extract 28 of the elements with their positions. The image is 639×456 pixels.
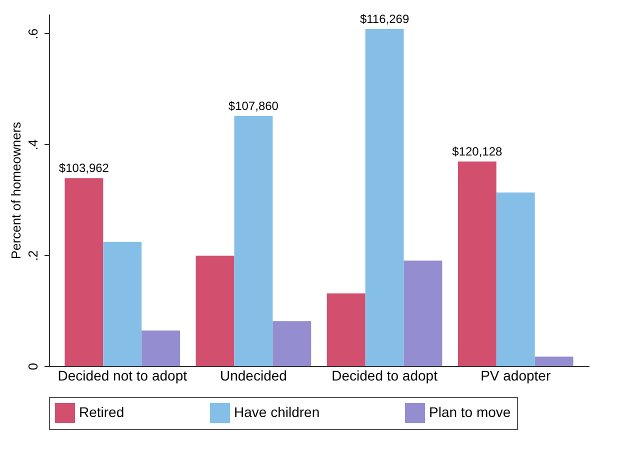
legend-label: Plan to move: [429, 404, 511, 420]
bar: [496, 192, 535, 366]
x-tick-label: Undecided: [220, 368, 287, 384]
annotation: $107,860: [228, 98, 279, 113]
bar: [272, 321, 312, 366]
annotation: $103,962: [58, 161, 110, 176]
x-tick-label: Decided not to adopt: [58, 368, 188, 384]
bar: [365, 28, 404, 366]
annotation: $120,128: [452, 144, 502, 158]
x-tick-label: Decided to adopt: [332, 368, 438, 384]
bar: [103, 242, 142, 366]
y-tick-label: 0: [26, 362, 40, 370]
y-tick-label: .4: [26, 139, 40, 150]
bar: [196, 256, 234, 366]
bar: [534, 356, 574, 366]
bar: [326, 293, 366, 366]
bar: [142, 330, 180, 366]
y-tick-label: .2: [26, 250, 40, 262]
legend-label: Have children: [234, 404, 320, 420]
x-tick-label: PV adopter: [480, 368, 551, 384]
y-tick-label: .6: [26, 28, 40, 40]
bar: [234, 116, 273, 366]
bar: [458, 161, 496, 366]
y-axis-title: Percent of homeowners: [8, 121, 24, 260]
legend-label: Retired: [79, 404, 124, 420]
bar: [404, 260, 442, 366]
bar: [64, 178, 104, 366]
annotation: $116,269: [360, 12, 410, 26]
